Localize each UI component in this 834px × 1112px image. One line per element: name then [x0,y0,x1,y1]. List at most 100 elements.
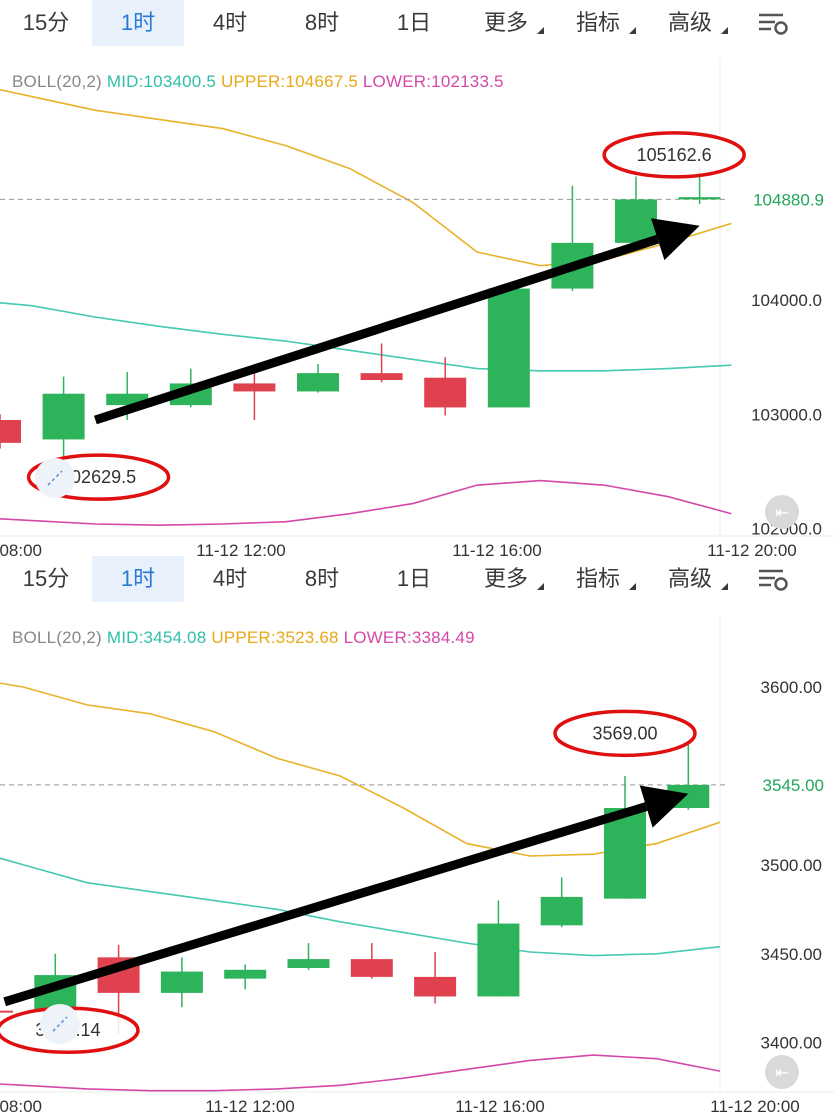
candle-body [287,959,330,968]
timeframe-tabs: 15分 1时 4时 8时 1日 更多 指标 高级 [0,0,834,46]
candle-body [42,393,85,440]
dropdown-caret-icon [537,583,544,590]
candle-body [233,383,276,392]
y-tick-label: 3400.00 [761,1034,822,1053]
tab-label: 更多 [483,566,528,591]
tab-6[interactable]: 更多 [460,556,552,602]
tab-3[interactable]: 4时 [184,556,276,602]
candle-body [615,199,657,243]
candle [414,952,457,1004]
tab-5[interactable]: 1日 [368,556,460,602]
boll-mid-value: MID:3454.08 [106,628,207,647]
dropdown-caret-icon [629,27,636,34]
tab-7[interactable]: 指标 [552,556,644,602]
candle-body [414,976,457,997]
boll-mid-value: MID:103400.5 [106,72,217,91]
tab-label: 更多 [483,10,528,35]
candlestick-chart: 104000.0 103000.0 102000.0 104880.9 08:00 11-… [0,60,834,556]
chart-panel-bottom: 15分 1时 4时 8时 1日 更多 指标 高级 BOLL(20,2) MID:3454.08 … [0,556,834,1112]
tab-label: 1日 [396,566,432,591]
candle [160,957,203,1008]
tab-2[interactable]: 1时 [92,556,184,602]
candle-body [297,373,339,392]
settings-button[interactable] [736,556,810,602]
expand-icon[interactable] [40,1004,80,1044]
x-tick-label: 11-12 20:00 [707,541,796,556]
tab-label: 指标 [575,566,620,591]
tab-4[interactable]: 8时 [276,556,368,602]
expand-icon[interactable] [35,458,75,498]
y-tick-label: 103000.0 [751,405,822,424]
boll-lower-value: LOWER:3384.49 [343,628,475,647]
tab-8[interactable]: 高级 [644,556,736,602]
candle-body [0,1010,13,1013]
trend-arrow [94,218,700,425]
boll-upper-value: UPPER:3523.68 [211,628,339,647]
x-tick-label: 11-12 20:00 [710,1097,799,1112]
tab-label: 4时 [212,566,248,591]
scroll-to-latest-button[interactable]: ⇤ [765,495,799,529]
high-price-annotation: 105162.6 [602,131,746,179]
candle [0,1010,13,1013]
trend-arrow [3,785,689,1007]
current-price-tag: 104880.9 [728,186,832,213]
tab-label: 高级 [667,10,712,35]
high-price-annotation: 3569.00 [553,709,697,758]
chevron-left-icon: ⇤ [775,503,788,522]
tab-label: 4时 [212,10,248,35]
tab-5[interactable]: 1日 [368,0,460,46]
x-tick-label: 08:00 [0,1097,42,1112]
candle-body [106,393,149,406]
current-price-label: 104880.9 [753,190,824,209]
tab-7[interactable]: 指标 [552,0,644,46]
x-tick-label: 11-12 16:00 [455,1097,544,1112]
current-price-tag: 3545.00 [728,771,832,798]
trend-arrow-shaft [3,802,648,1007]
candle [604,776,646,899]
y-tick-label: 3600.00 [761,678,822,697]
annotation-circle [553,709,697,758]
tab-label: 1日 [396,10,432,35]
tab-1[interactable]: 15分 [0,0,92,46]
chevron-left-icon: ⇤ [775,1063,788,1082]
boll-legend: BOLL(20,2) MID:3454.08 UPPER:3523.68 LOW… [12,628,475,648]
trend-arrow-head [639,785,689,828]
candle [424,357,467,416]
candle [477,900,520,997]
y-tick-label: 3450.00 [761,945,822,964]
x-tick-label: 11-12 16:00 [452,541,541,556]
boll-upper-value: UPPER:104667.5 [220,72,358,91]
settings-button[interactable] [736,0,810,46]
tab-6[interactable]: 更多 [460,0,552,46]
candle [224,964,267,990]
tab-1[interactable]: 15分 [0,556,92,602]
boll-mid-line [0,857,721,957]
candle-body [224,969,267,979]
tab-label: 1时 [120,10,156,35]
candle [615,176,657,244]
dropdown-caret-icon [629,583,636,590]
tab-4[interactable]: 8时 [276,0,368,46]
y-tick-label: 3500.00 [761,856,822,875]
trend-arrow-shaft [94,234,660,425]
boll-mid-line [0,302,732,372]
candle [297,364,339,393]
tab-label: 15分 [22,566,70,591]
candle-body [160,971,203,993]
candle [540,877,583,928]
dropdown-caret-icon [537,27,544,34]
candle-body [678,197,721,200]
tab-8[interactable]: 高级 [644,0,736,46]
candle [350,943,393,979]
tab-3[interactable]: 4时 [184,0,276,46]
chart-settings-icon [759,569,788,591]
y-tick-label: 102000.0 [751,520,822,539]
tab-2[interactable]: 1时 [92,0,184,46]
y-tick-label: 104000.0 [751,291,822,310]
candle-body [424,377,467,408]
scroll-to-latest-button[interactable]: ⇤ [765,1055,799,1089]
boll-label: BOLL(20,2) [12,72,102,91]
tab-label: 指标 [575,10,620,35]
current-price-label: 3545.00 [763,776,824,795]
candle [42,376,85,457]
